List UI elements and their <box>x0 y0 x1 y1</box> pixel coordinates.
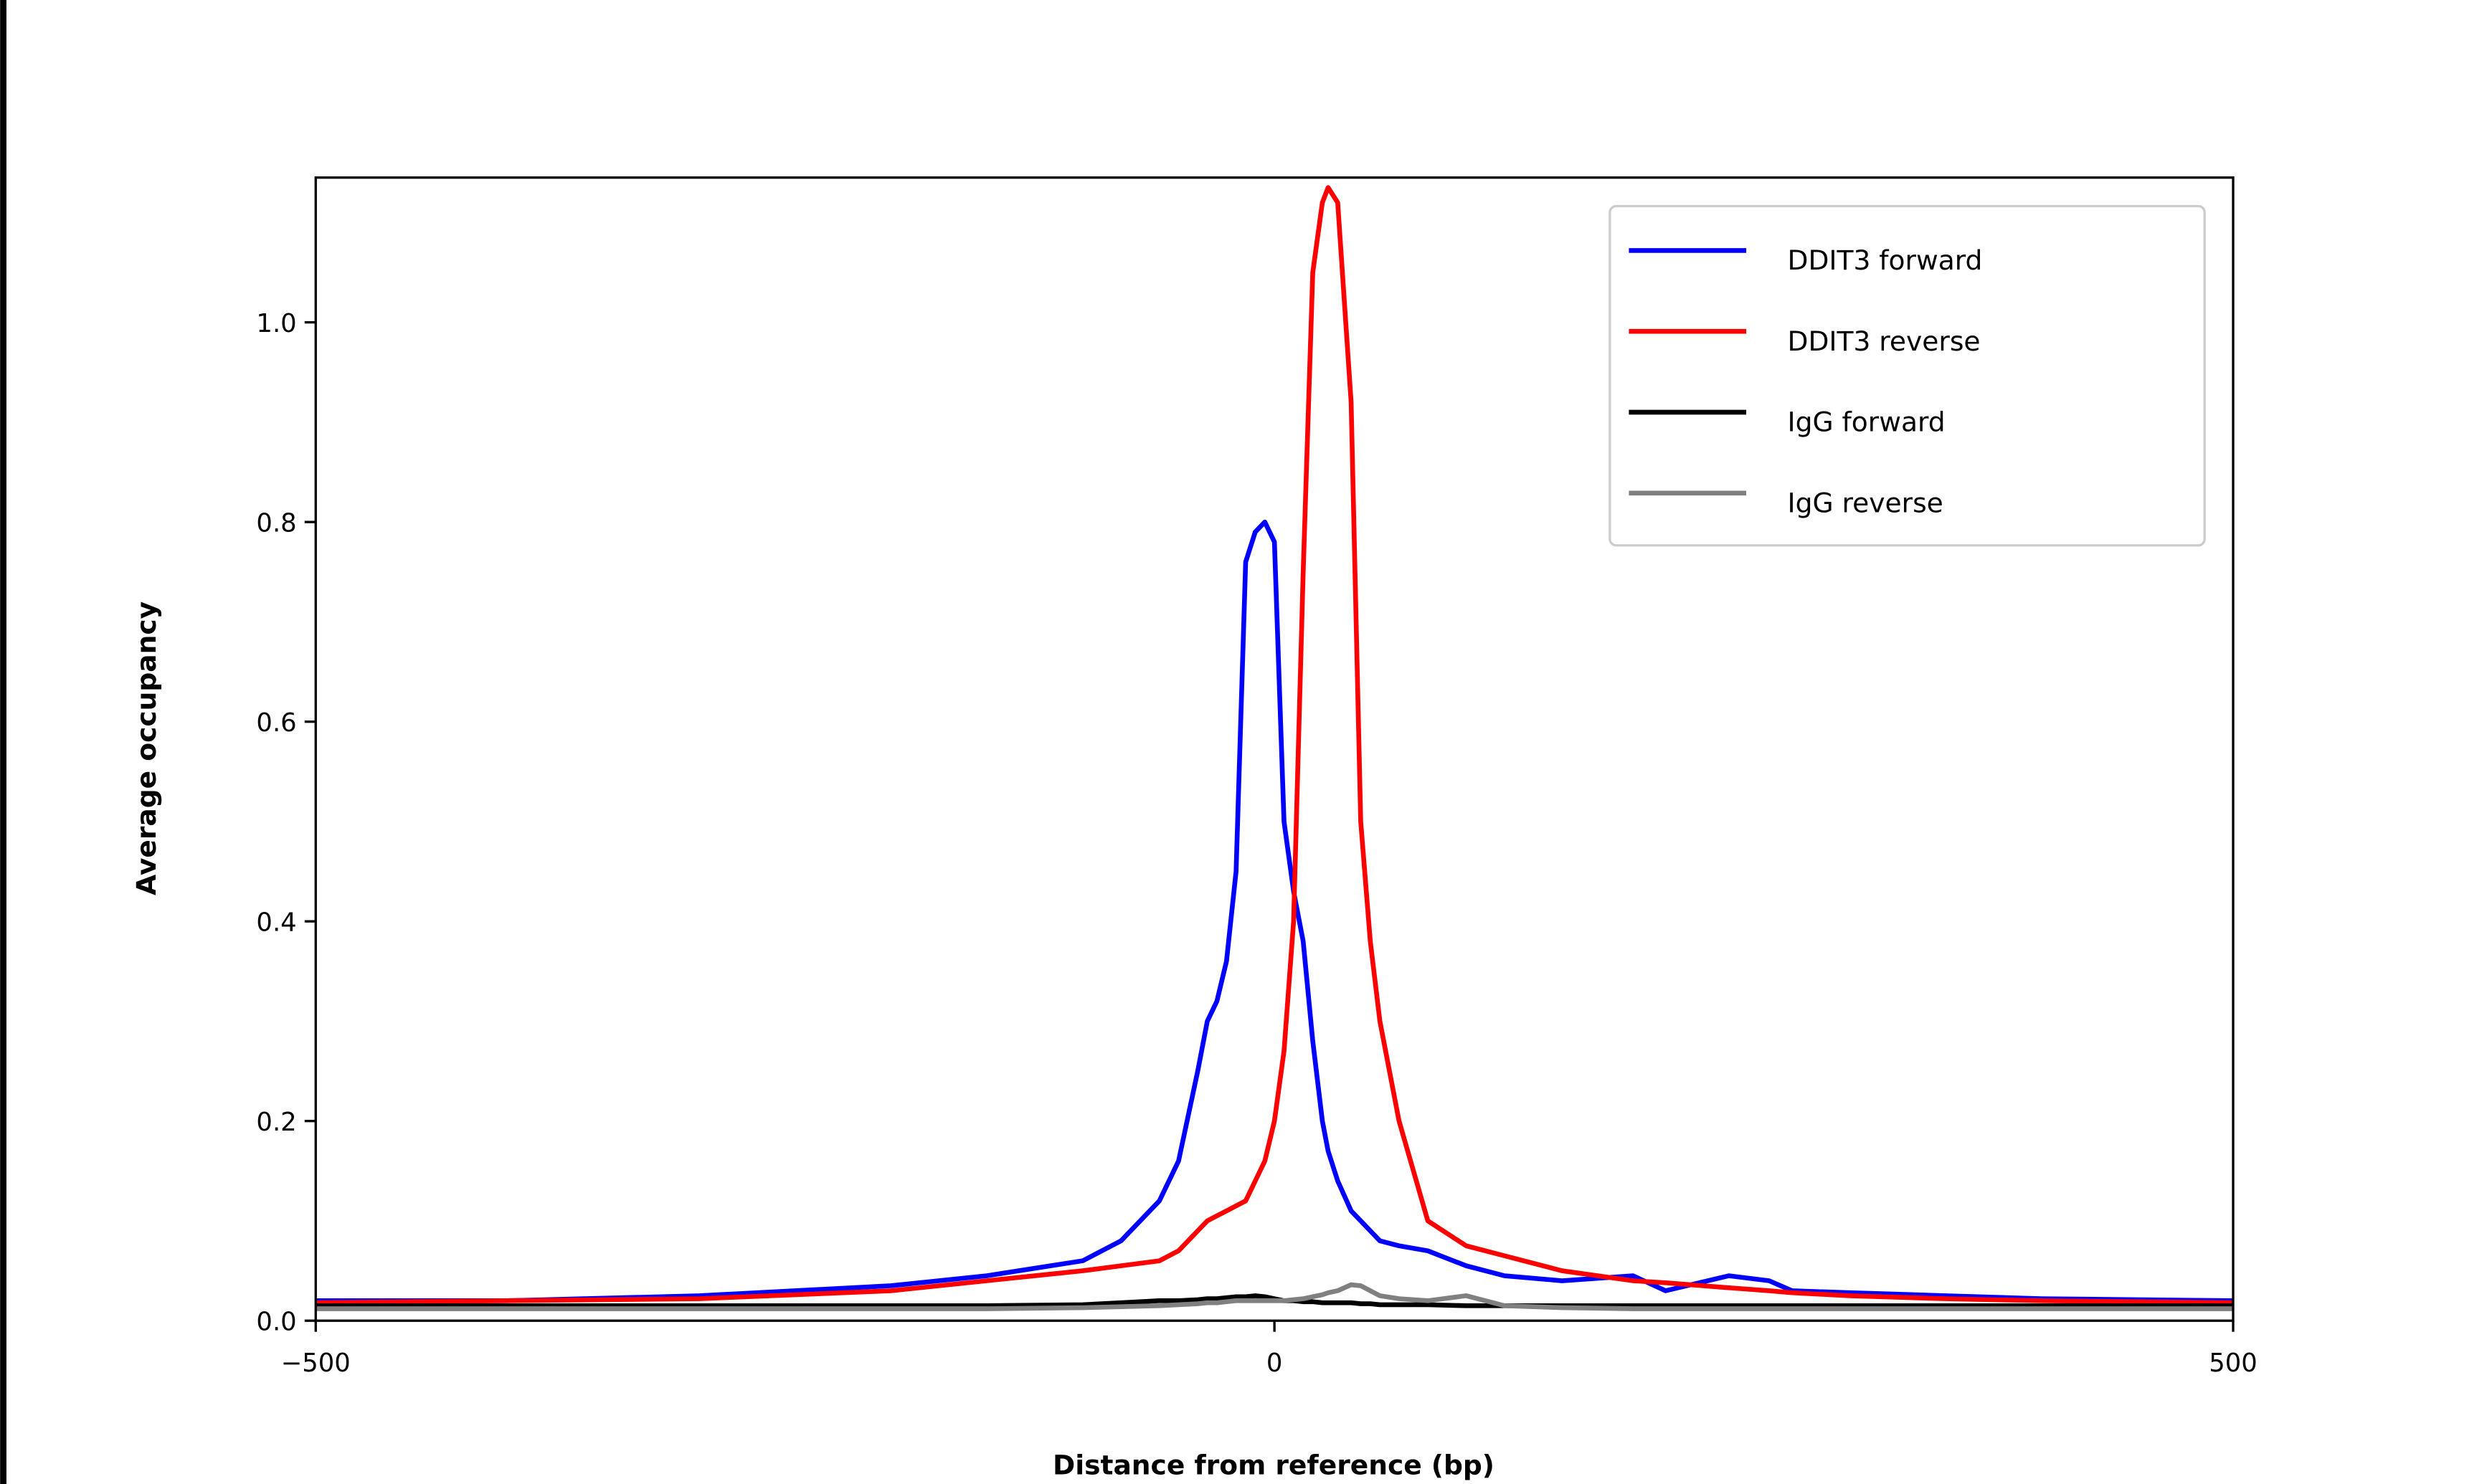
edge-border <box>0 0 7 1484</box>
x-tick-label: 500 <box>2209 1349 2258 1378</box>
y-tick-label: 0.2 <box>256 1108 296 1137</box>
legend-label: DDIT3 forward <box>1788 244 1983 276</box>
series-line <box>316 1293 2234 1308</box>
y-tick-label: 0.8 <box>256 508 296 538</box>
series-line <box>316 185 2234 1305</box>
legend-label: DDIT3 reverse <box>1788 325 1981 357</box>
legend-label: IgG reverse <box>1788 487 1943 518</box>
series-line <box>316 1282 2234 1311</box>
legend-box <box>1609 204 2206 547</box>
y-axis-label: Average occupancy <box>131 601 162 895</box>
plot-frame <box>314 176 2235 1322</box>
legend-label: IgG forward <box>1788 406 1946 438</box>
y-tick-label: 0.0 <box>256 1307 296 1336</box>
y-tick-label: 0.4 <box>256 908 296 937</box>
x-tick-label: −500 <box>281 1349 351 1378</box>
y-tick-label: 1.0 <box>256 309 296 338</box>
series-line <box>316 519 2234 1303</box>
y-tick-label: 0.6 <box>256 708 296 738</box>
x-axis-label: Distance from reference (bp) <box>1053 1450 1494 1481</box>
x-tick-label: 0 <box>1266 1349 1283 1378</box>
